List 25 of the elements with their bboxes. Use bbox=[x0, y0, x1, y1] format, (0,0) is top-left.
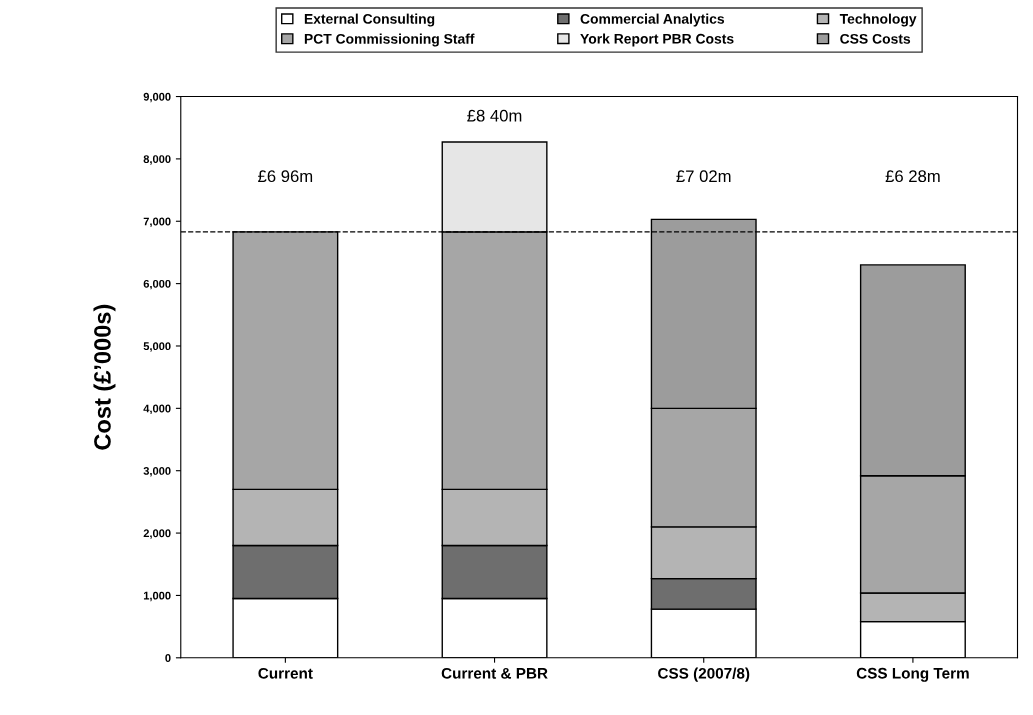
x-tick-label: Current & PBR bbox=[441, 667, 548, 679]
y-tick-label: 7,000 bbox=[143, 217, 171, 227]
legend-label: York Report PBR Costs bbox=[580, 33, 734, 47]
y-tick-label: 0 bbox=[165, 654, 171, 662]
annotation: £6 28m bbox=[885, 170, 940, 183]
legend-label: Technology bbox=[839, 13, 917, 27]
x-tick-label: CSS (2007/8) bbox=[658, 667, 750, 682]
y-tick-label: 8,000 bbox=[143, 155, 171, 165]
x-tick-label: CSS Long Term bbox=[856, 667, 969, 682]
y-tick-label: 2,000 bbox=[143, 529, 171, 539]
legend-label: External Consulting bbox=[304, 13, 435, 27]
y-axis-title: Cost (£’000s) bbox=[93, 304, 116, 450]
y-tick-label: 4,000 bbox=[143, 404, 171, 415]
x-tick-label: Current bbox=[258, 667, 313, 679]
legend-label: PCT Commissioning Staff bbox=[304, 33, 475, 47]
y-tick-label: 6,000 bbox=[143, 279, 171, 290]
y-tick-label: 9,000 bbox=[143, 92, 171, 103]
annotation: £8 40m bbox=[467, 109, 522, 122]
annotation: £6 96m bbox=[258, 170, 313, 183]
legend-label: Commercial Analytics bbox=[580, 13, 725, 27]
y-tick-label: 3,000 bbox=[143, 466, 171, 477]
legend-label: CSS Costs bbox=[840, 33, 911, 44]
y-tick-label: 1,000 bbox=[143, 591, 171, 602]
annotation: £7 02m bbox=[676, 170, 731, 183]
y-tick-label: 5,000 bbox=[143, 342, 171, 352]
